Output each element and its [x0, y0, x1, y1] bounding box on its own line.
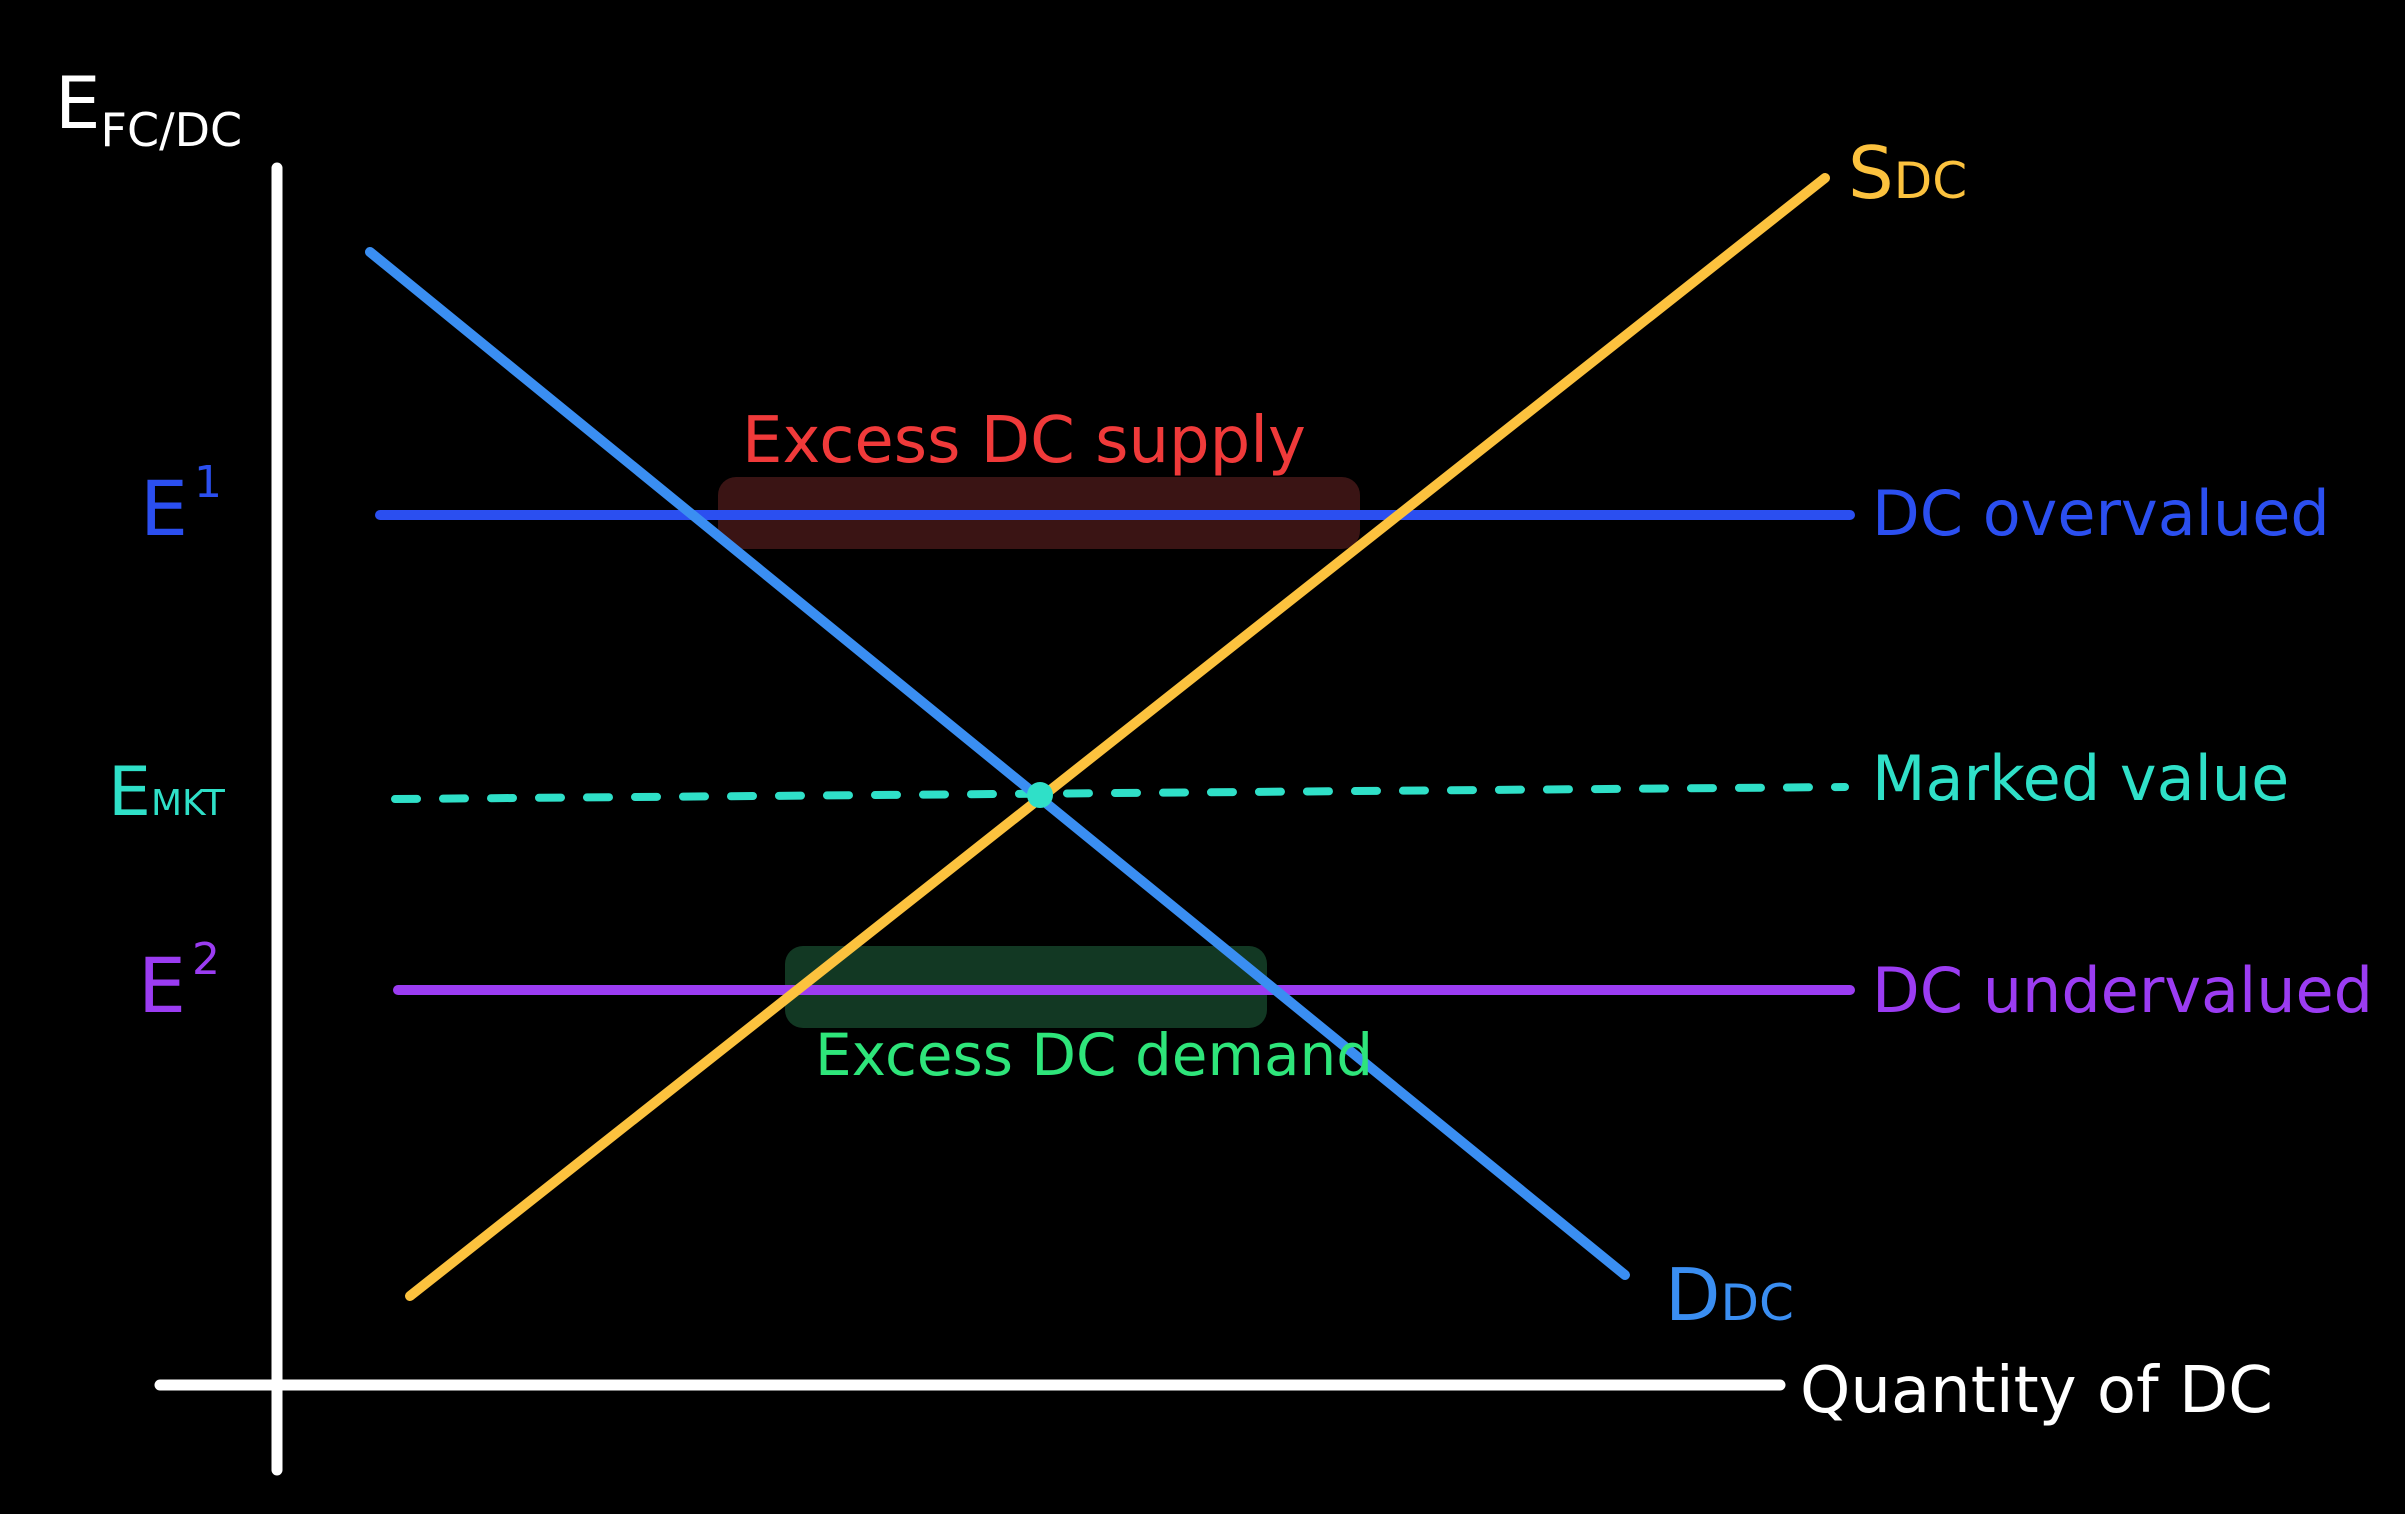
emkt-line: [391, 783, 1849, 803]
e1-description: DC overvalued: [1872, 477, 2330, 550]
supply-curve: [405, 173, 1830, 1301]
demand-curve: [365, 247, 1630, 1280]
excess-supply-label: Excess DC supply: [742, 404, 1306, 478]
equilibrium-point: [1027, 782, 1053, 808]
e2-description: DC undervalued: [1872, 954, 2373, 1027]
y-axis-label: EFC/DC: [55, 61, 242, 157]
emkt-axis-label: EMKT: [108, 753, 226, 832]
excess-demand-label: Excess DC demand: [815, 1021, 1373, 1089]
x-axis-label: Quantity of DC: [1800, 1354, 2273, 1428]
supply-label: SDC: [1848, 131, 1967, 215]
demand-label: DDC: [1665, 1253, 1794, 1337]
emkt-description: Marked value: [1872, 742, 2289, 815]
